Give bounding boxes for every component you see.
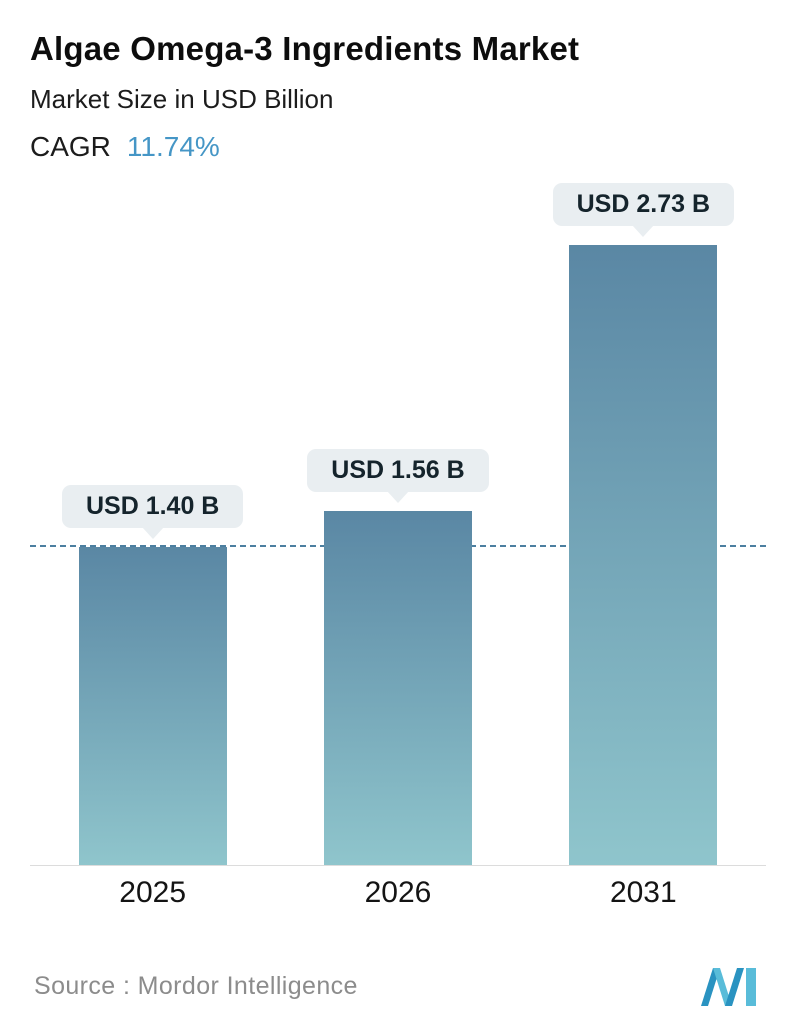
page-title: Algae Omega-3 Ingredients Market <box>30 30 580 67</box>
x-tick-2031: 2031 <box>609 876 677 909</box>
bar-2031 <box>569 245 718 865</box>
bar-2026 <box>323 511 472 865</box>
value-label-notch <box>141 527 164 539</box>
bar-group-2031: USD 2.73 B <box>521 183 766 865</box>
cagr-row: CAGR 11.74% <box>30 131 766 163</box>
bar-group-2026: USD 1.56 B <box>275 449 520 865</box>
value-label-2025: USD 1.40 B <box>61 485 244 528</box>
cagr-label: CAGR <box>30 131 111 162</box>
x-tick-2026: 2026 <box>364 876 432 909</box>
value-label-notch <box>632 225 655 237</box>
value-label-2031: USD 2.73 B <box>552 183 735 226</box>
x-axis-labels: 2025 2026 2031 <box>30 876 766 910</box>
value-label-notch <box>386 491 409 503</box>
bars-container: USD 1.40 B USD 1.56 B USD 2.73 B <box>30 183 766 865</box>
footer: Source : Mordor Intelligence <box>30 964 766 1014</box>
x-tick-2025: 2025 <box>119 876 187 909</box>
source-text: Source : Mordor Intelligence <box>34 971 358 1000</box>
bar-chart: USD 1.40 B USD 1.56 B USD 2.73 B <box>30 183 766 866</box>
chart-subtitle: Market Size in USD Billion <box>30 84 334 114</box>
bar-2025 <box>78 547 227 865</box>
value-label-2026: USD 1.56 B <box>307 449 489 492</box>
cagr-value: 11.74% <box>126 131 220 162</box>
mordor-intelligence-logo <box>701 968 756 1006</box>
bar-group-2025: USD 1.40 B <box>30 485 275 865</box>
